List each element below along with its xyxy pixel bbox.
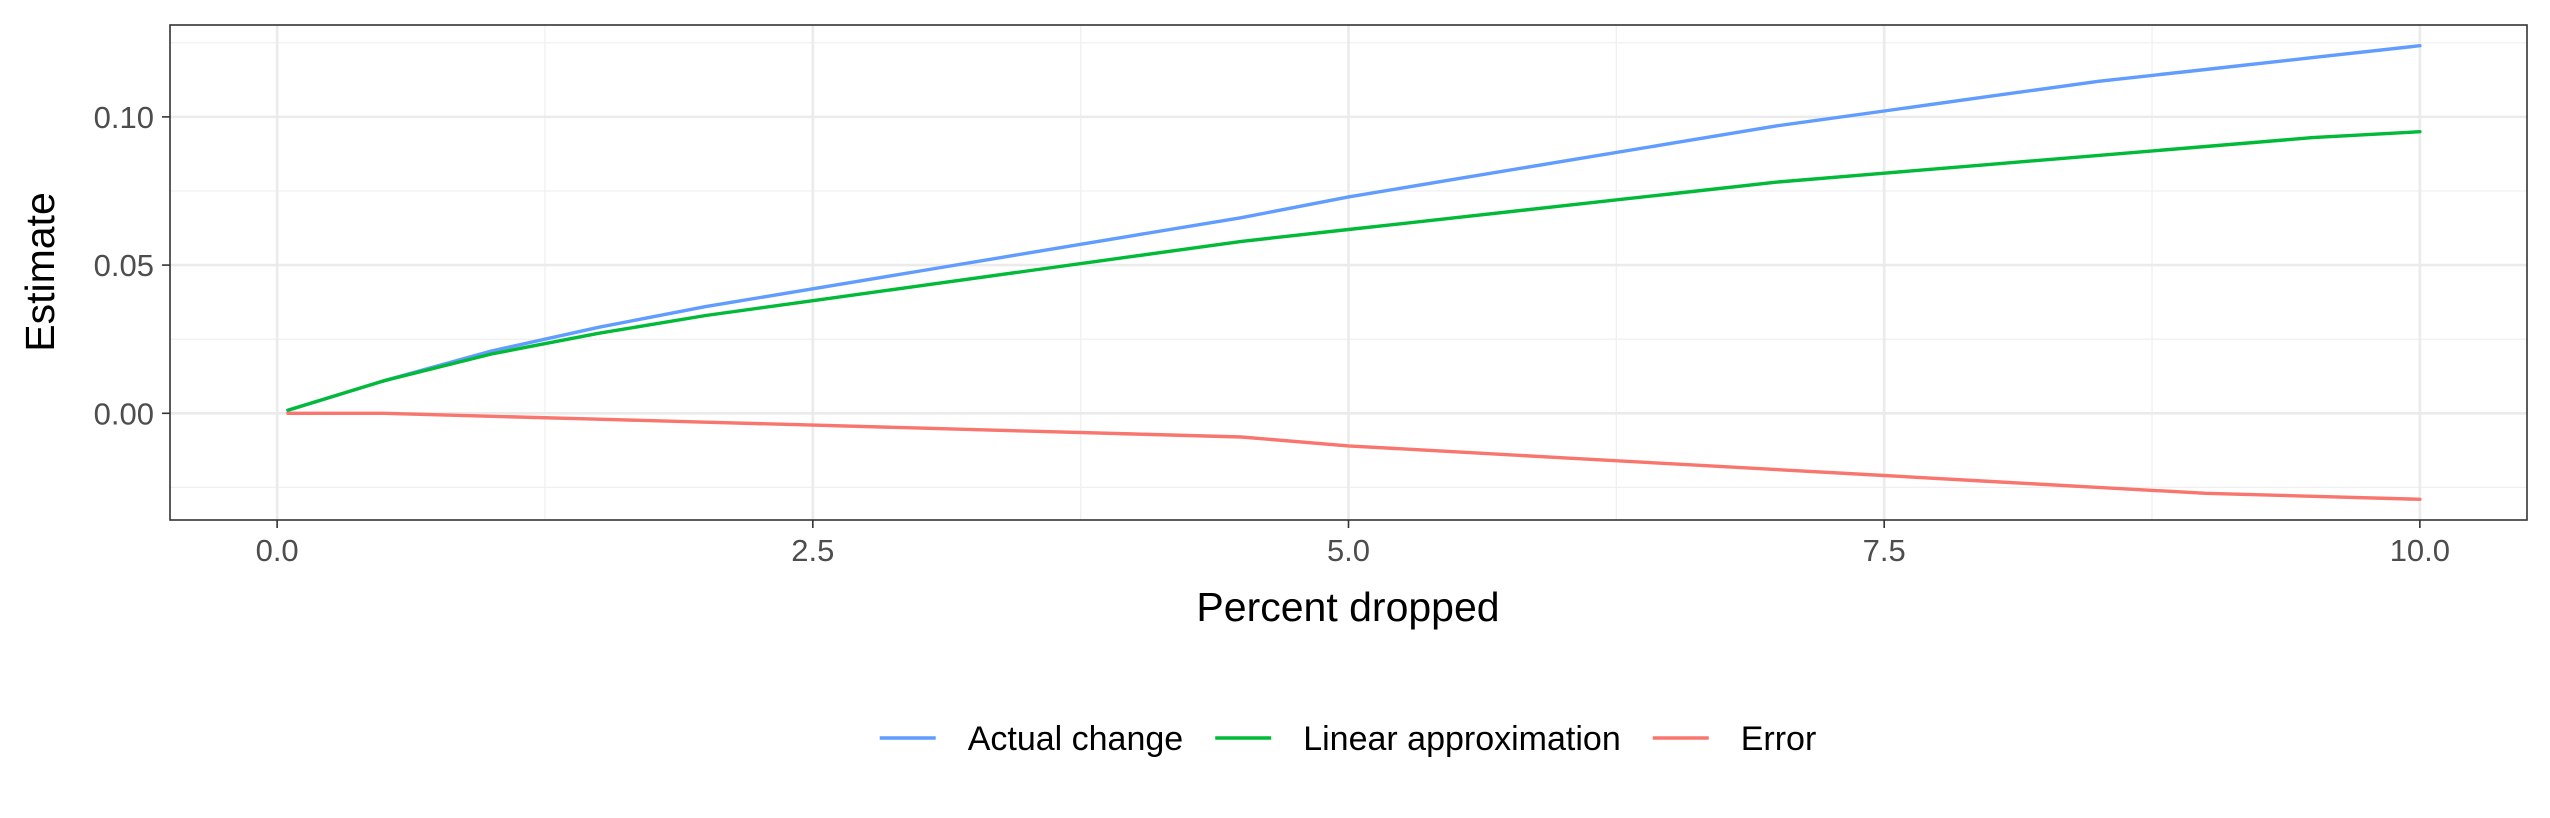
y-tick-label: 0.10 (94, 100, 154, 135)
x-tick-label: 7.5 (1863, 533, 1906, 568)
y-tick-label: 0.05 (94, 248, 154, 283)
series-line (286, 411, 2422, 501)
y-tick-label: 0.00 (94, 396, 154, 431)
y-axis: 0.00 0.05 0.10 (94, 100, 170, 431)
series-layer (286, 44, 2422, 501)
legend: Actual change Linear approximation Error (879, 720, 1817, 758)
series-line (286, 129, 2422, 412)
x-tick-label: 2.5 (791, 533, 834, 568)
x-axis-title: Percent dropped (1196, 584, 1499, 630)
x-tick-label: 10.0 (2390, 533, 2450, 568)
x-tick-label: 5.0 (1327, 533, 1370, 568)
series-line (286, 44, 2422, 412)
major-grid (170, 25, 2527, 520)
legend-label: Error (1741, 720, 1817, 758)
x-axis: 0.0 2.5 5.0 7.5 10.0 (256, 520, 2450, 568)
x-tick-label: 0.0 (256, 533, 299, 568)
y-axis-title: Estimate (17, 192, 63, 352)
legend-label: Linear approximation (1303, 720, 1621, 758)
legend-label: Actual change (968, 720, 1184, 758)
